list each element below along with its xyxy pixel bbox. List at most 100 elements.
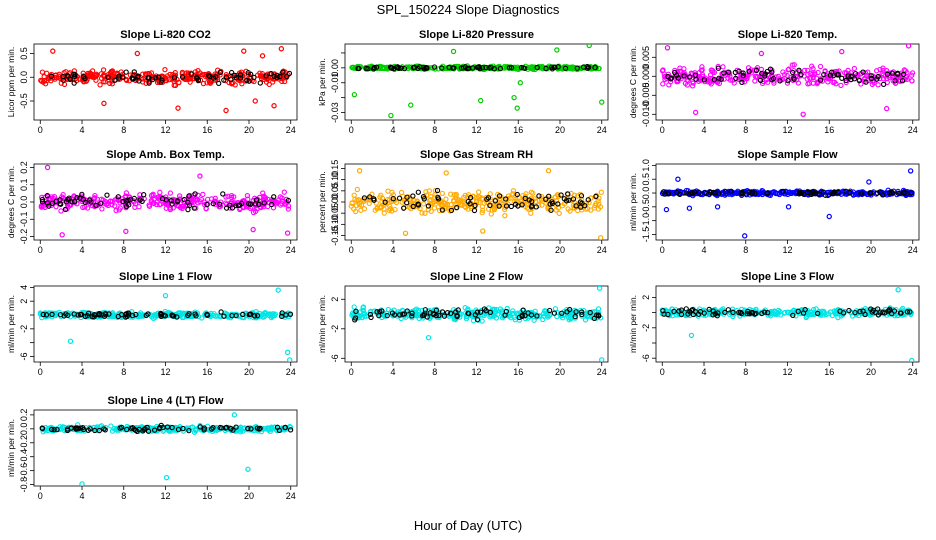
data-point [572,307,578,314]
hourly-point [204,312,211,318]
hourly-point [439,309,446,315]
hourly-point [892,78,898,84]
hourly-point [420,64,427,71]
hourly-point [145,428,152,434]
hourly-point [895,71,901,77]
hourly-point [721,70,727,76]
data-point [261,193,267,199]
hourly-point [65,312,71,318]
hourly-point [868,190,874,196]
hourly-point [73,426,79,432]
hourly-point [256,201,262,208]
x-tick-label: 20 [244,245,254,255]
data-point [879,70,885,77]
hourly-point [404,194,410,200]
data-point [42,81,49,87]
data-point [223,194,229,200]
hourly-point [216,80,222,87]
data-point [80,204,86,211]
hourly-point [848,76,854,83]
data-point [672,67,678,74]
x-tick-label: 20 [866,245,876,255]
hourly-point [907,309,913,315]
hourly-point [860,69,866,75]
hourly-point [555,64,561,70]
hourly-point [353,308,359,314]
data-point [810,66,816,72]
data-point [430,65,436,71]
outlier-point [596,286,603,291]
hourly-point [547,201,553,207]
data-point [781,71,788,78]
hourly-point [169,201,175,207]
data-point [774,311,780,317]
outlier-point [275,287,281,293]
hourly-point [868,73,874,79]
outlier-point [742,233,748,239]
hourly-point [124,426,130,433]
hourly-point [125,197,131,203]
data-point [731,80,737,86]
hourly-point [483,308,489,314]
hourly-point [454,204,460,211]
hourly-point [64,72,71,79]
data-point [880,68,886,74]
hourly-point [715,65,722,71]
data-point [149,198,155,204]
outlier-point [284,349,291,356]
data-point [92,195,98,201]
hourly-point [395,64,401,70]
data-point [591,205,598,211]
hourly-point [697,309,704,315]
hourly-point [139,198,145,205]
data-point [50,198,56,204]
hourly-point [874,190,880,196]
plot-frame [344,43,609,121]
hourly-point [593,193,599,200]
hourly-point [665,190,671,196]
outlier-point [134,50,141,57]
data-point [807,75,813,81]
hourly-point [433,307,440,313]
y-tick-label: 0.00 [330,193,340,211]
x-tick-label: 24 [908,125,918,135]
hourly-point [404,200,410,206]
data-point [245,196,251,202]
outlier-point [356,168,363,174]
hourly-point [444,310,451,316]
outlier-point [59,232,65,238]
data-point [279,78,285,85]
hourly-point [191,205,197,211]
data-point [140,71,146,77]
data-point [162,66,168,73]
data-point [81,79,87,85]
outlier-point [223,107,229,114]
data-point [851,65,858,72]
hourly-point [98,200,104,207]
data-point [142,71,149,77]
x-tick-label: 12 [471,245,481,255]
data-point [492,201,498,207]
hourly-point [485,195,492,201]
outlier-point [866,179,872,185]
hourly-point [592,64,598,71]
hourly-point [254,313,261,319]
data-point [274,199,280,205]
data-point [117,205,123,211]
data-point [109,314,115,320]
y-tick-label: 0.0 [19,196,29,209]
hourly-point [856,78,862,84]
data-point [544,313,551,319]
x-tick-label: 0 [38,491,43,501]
data-point [699,64,705,70]
hourly-point [208,426,215,432]
data-point [274,427,280,434]
hourly-point [562,65,569,71]
data-point [752,73,759,80]
outlier-point [175,105,181,111]
hourly-point [237,72,244,78]
x-tick-label: 20 [555,367,565,377]
data-point [597,204,604,210]
hourly-point [752,190,758,197]
hourly-point [835,189,841,196]
